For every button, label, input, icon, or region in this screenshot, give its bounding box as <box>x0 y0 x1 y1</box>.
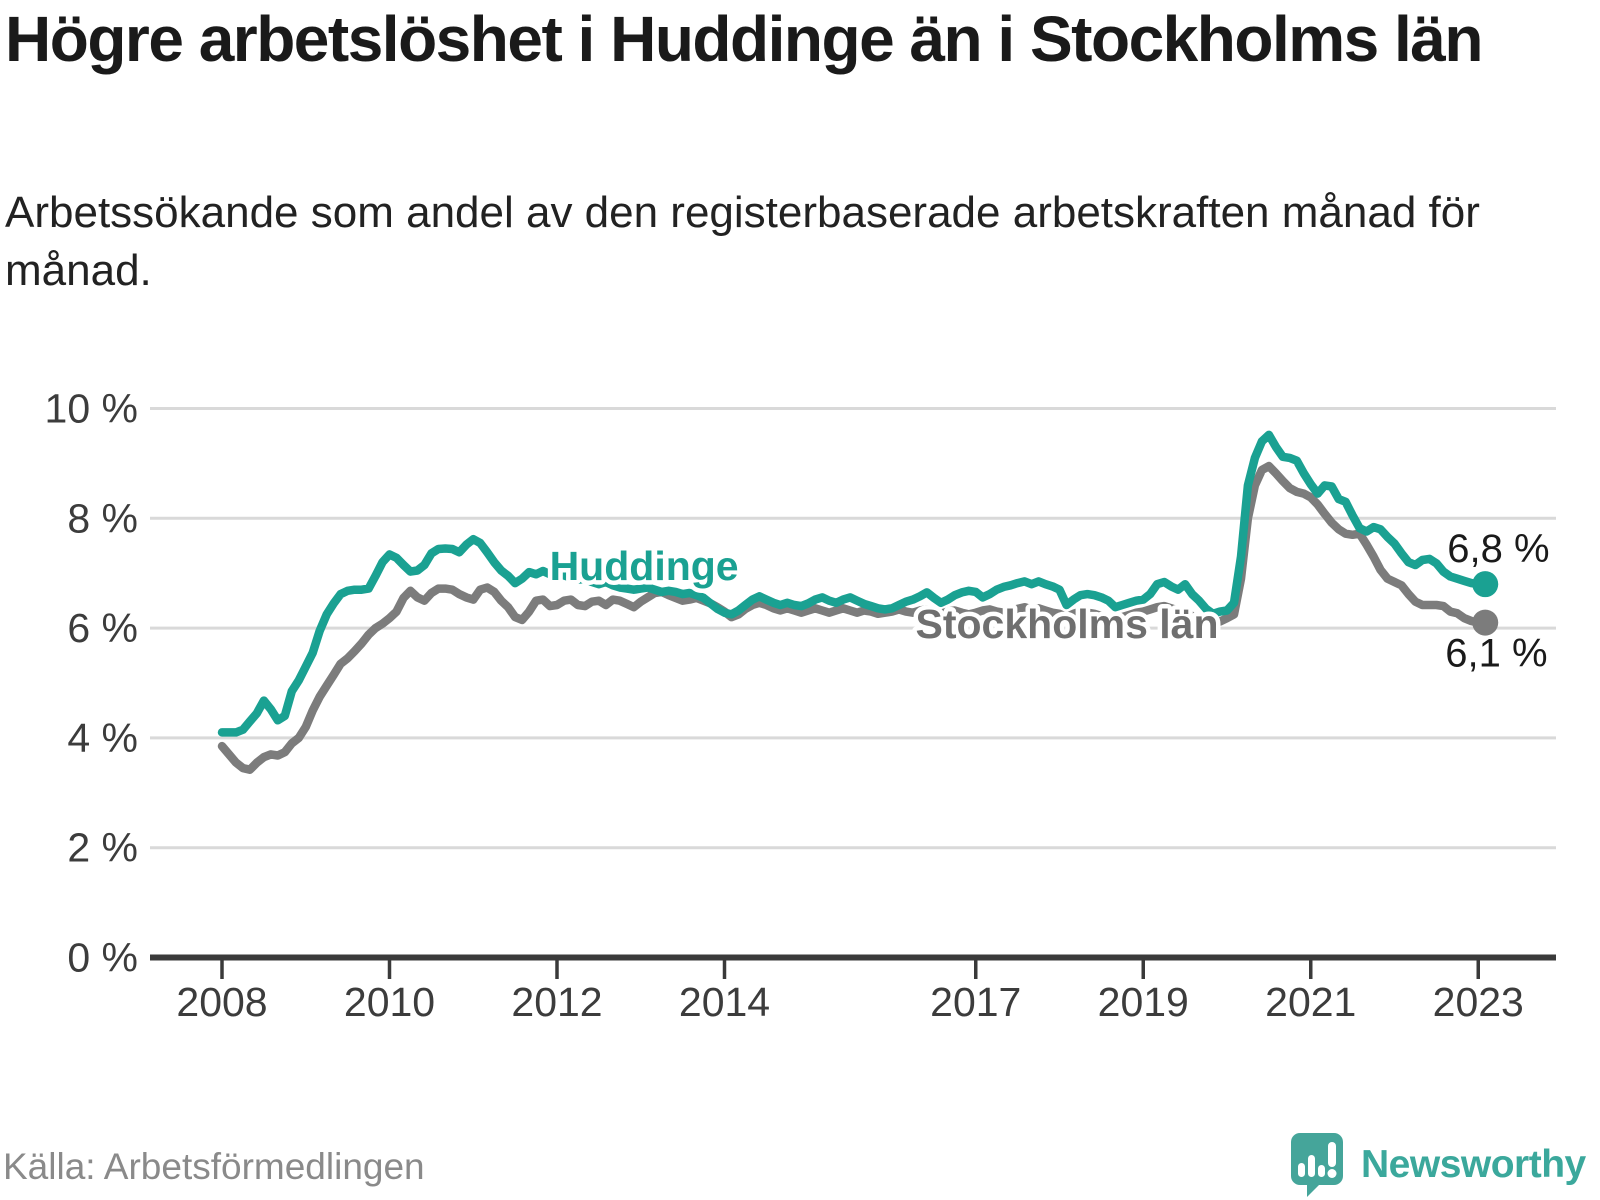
y-tick-label: 6 % <box>67 605 138 651</box>
series-label: Huddinge <box>550 543 739 589</box>
y-tick-label: 10 % <box>45 386 138 432</box>
x-tick-label: 2017 <box>930 979 1021 1025</box>
source-note: Källa: Arbetsförmedlingen <box>3 1146 425 1187</box>
logo-exclamation-stem <box>1328 1142 1336 1167</box>
x-tick-label: 2008 <box>176 979 267 1025</box>
series-line-stockholms-l-n <box>217 461 1490 774</box>
x-tick-label: 2010 <box>344 979 435 1025</box>
newsworthy-bubble-icon <box>1291 1133 1343 1197</box>
y-tick-label: 4 % <box>67 715 138 761</box>
end-value-label: 6,1 % <box>1445 632 1547 676</box>
x-tick-label: 2019 <box>1098 979 1189 1025</box>
x-tick-label: 2014 <box>679 979 770 1025</box>
y-tick-label: 0 % <box>67 935 138 981</box>
series-endpoint-dot <box>1472 571 1499 598</box>
x-tick-label: 2023 <box>1433 979 1524 1025</box>
brand-name: Newsworthy <box>1361 1143 1586 1186</box>
logo-exclamation-dot <box>1327 1169 1337 1178</box>
y-tick-label: 2 % <box>67 825 138 871</box>
brand-logo: Newsworthy <box>1288 1132 1586 1198</box>
x-tick-label: 2021 <box>1265 979 1356 1025</box>
logo-bar-1 <box>1298 1163 1305 1177</box>
logo-bar-2 <box>1308 1155 1315 1177</box>
end-value-label: 6,8 % <box>1447 527 1549 571</box>
page-title: Högre arbetslöshet i Huddinge än i Stock… <box>5 3 1483 75</box>
chart-subtitle: Arbetssökande som andel av den registerb… <box>5 188 1480 296</box>
logo-bar-3 <box>1318 1165 1325 1177</box>
series-label: Stockholms län <box>916 601 1219 647</box>
x-tick-label: 2012 <box>511 979 602 1025</box>
y-tick-label: 8 % <box>67 495 138 541</box>
series-endpoint-dot <box>1472 609 1499 636</box>
series-line-huddinge <box>217 430 1490 737</box>
